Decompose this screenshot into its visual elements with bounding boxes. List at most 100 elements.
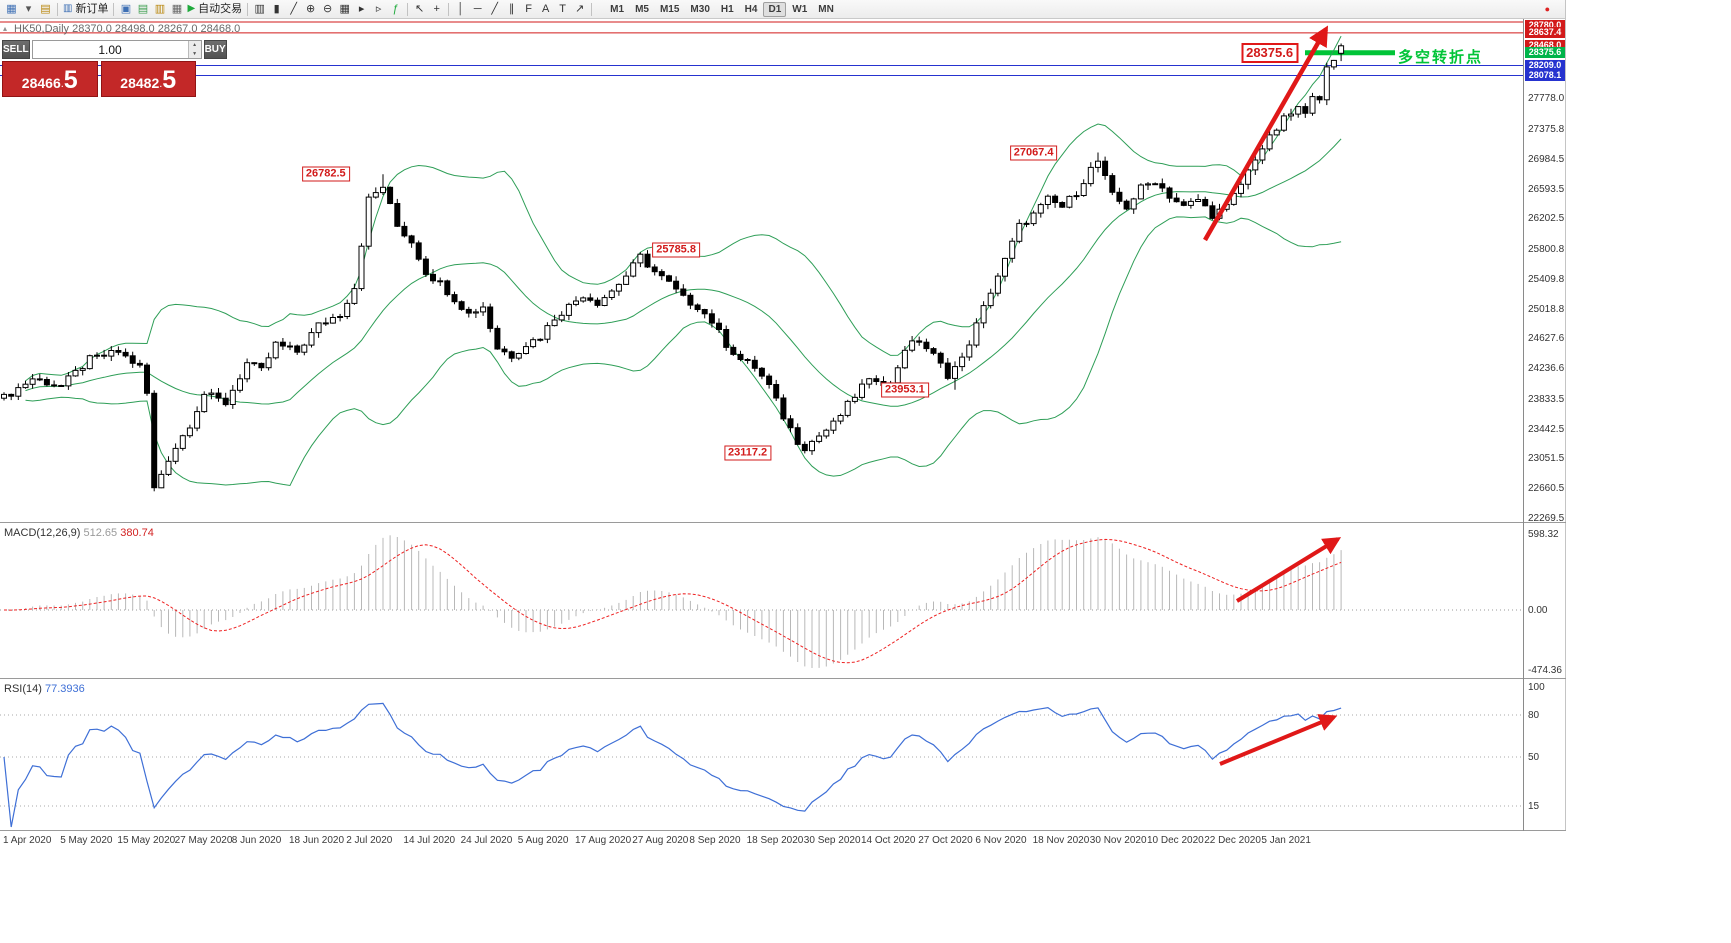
date-label: 5 Aug 2020: [517, 835, 569, 846]
market-watch-icon[interactable]: ▣: [120, 3, 132, 15]
main-chart-canvas[interactable]: [0, 19, 1566, 522]
volume-decrease-button[interactable]: ▼: [188, 49, 201, 58]
timeframe-m15[interactable]: M15: [659, 3, 680, 15]
autotrade-button-icon: ▶: [187, 3, 196, 14]
horizontal-line-icon[interactable]: ─: [473, 3, 482, 15]
volume-increase-button[interactable]: ▲: [188, 41, 201, 50]
rsi-value: 77.3936: [44, 683, 85, 695]
rsi-canvas[interactable]: [0, 679, 1566, 830]
candle-chart-type-icon[interactable]: ▮: [273, 3, 280, 15]
rsi-name: RSI(14): [4, 683, 42, 695]
notification-icon[interactable]: ●: [1544, 4, 1550, 14]
arrows-tool-icon[interactable]: ↗: [575, 3, 585, 15]
auto-scroll-icon[interactable]: ▸: [358, 3, 365, 15]
timeframe-group: M1 M5 M15 M30 H1 H4 D1 W1 MN: [605, 1, 839, 17]
volume-input[interactable]: [32, 41, 188, 58]
mt4-window: ▦ ▾ ▤ ▥ 新订单 ▣ ▤ ▥ ▦ ▶ 自动交易 ▥ ▮ ╱ ⊕ ⊖ ▦ ▸ ▹ ƒ ↖ + │ ─ ╱ ∥ F A T ↗ M1 M5 M…: [0, 0, 1566, 852]
date-label: 24 Jul 2020: [460, 835, 513, 846]
time-axis[interactable]: 1 Apr 2020 5 May 2020 15 May 2020 27 May 20…: [0, 831, 1566, 852]
terminal-icon[interactable]: ▦: [171, 3, 183, 15]
trendline-icon[interactable]: ╱: [491, 3, 498, 15]
date-label: 22 Dec 2020: [1204, 835, 1261, 846]
crosshair-icon[interactable]: +: [433, 3, 440, 15]
buy-button[interactable]: BUY: [203, 40, 227, 59]
new-order-button-label: 新订单: [75, 3, 109, 15]
date-label: 2 Jul 2020: [346, 835, 393, 846]
date-label: 27 Oct 2020: [918, 835, 973, 846]
date-label: 27 May 2020: [174, 835, 233, 846]
one-click-trading-panel: SELL ▲ ▼ BUY 28466.5 28482.5: [2, 40, 227, 97]
chart-shift-icon[interactable]: ▹: [375, 3, 382, 15]
sell-price-dot: .: [60, 78, 64, 90]
date-label: 6 Nov 2020: [975, 835, 1027, 846]
rsi-panel-separator: [0, 678, 1566, 679]
sell-price-big-digit: 5: [63, 66, 78, 94]
date-label: 17 Aug 2020: [575, 835, 632, 846]
timeframe-m5[interactable]: M5: [635, 3, 649, 15]
new-chart-icon[interactable]: ▦: [6, 3, 17, 15]
macd-signal-value: 380.74: [120, 527, 154, 539]
buy-price-main: 28482: [120, 75, 160, 91]
price-scale-border: [1523, 19, 1524, 831]
new-order-button[interactable]: ▥ 新订单: [61, 1, 110, 17]
bar-chart-type-icon[interactable]: ▥: [254, 3, 265, 15]
navigator-icon[interactable]: ▥: [154, 3, 166, 15]
chart-dropdown-icon[interactable]: ▾: [25, 3, 32, 15]
cursor-icon[interactable]: ↖: [415, 3, 425, 15]
turning-point-annotation[interactable]: 多空转折点: [1398, 49, 1484, 66]
line-chart-type-icon[interactable]: ╱: [290, 3, 297, 15]
chart-ohlc-title: HK50,Daily 28370.0 28498.0 28267.0 28468…: [14, 23, 241, 35]
new-order-button-icon: ▥: [63, 3, 73, 14]
text-icon[interactable]: A: [541, 3, 550, 15]
sell-price-main: 28466: [21, 75, 61, 91]
toolbar: ▦ ▾ ▤ ▥ 新订单 ▣ ▤ ▥ ▦ ▶ 自动交易 ▥ ▮ ╱ ⊕ ⊖ ▦ ▸ ▹ ƒ ↖ + │ ─ ╱ ∥ F A T ↗ M1 M5 M…: [0, 0, 1565, 19]
timeframe-m1[interactable]: M1: [610, 3, 625, 15]
text-label-icon[interactable]: T: [559, 3, 567, 15]
toolbar-right-group: ●: [1545, 4, 1550, 14]
date-label: 30 Nov 2020: [1089, 835, 1147, 846]
volume-control: ▲ ▼: [31, 40, 202, 59]
volume-spinner: ▲ ▼: [187, 41, 201, 58]
date-label: 1 Apr 2020: [3, 835, 52, 846]
timeframe-h1[interactable]: H1: [720, 3, 734, 15]
date-label: 18 Nov 2020: [1032, 835, 1090, 846]
toolbar-separator: [113, 2, 115, 16]
zoom-out-icon[interactable]: ⊖: [323, 3, 333, 15]
data-window-icon[interactable]: ▤: [137, 3, 149, 15]
date-label: 15 May 2020: [117, 835, 176, 846]
rsi-indicator-label: RSI(14) 77.3936: [4, 683, 85, 695]
sell-button[interactable]: SELL: [2, 40, 30, 59]
date-label: 5 May 2020: [60, 835, 113, 846]
toolbar-separator: [407, 2, 409, 16]
date-label: 10 Dec 2020: [1147, 835, 1204, 846]
timeframe-m30[interactable]: M30: [690, 3, 710, 15]
zoom-in-icon[interactable]: ⊕: [306, 3, 316, 15]
profiles-icon[interactable]: ▤: [40, 3, 51, 15]
toolbar-separator: [247, 2, 249, 16]
timeframe-h4[interactable]: H4: [744, 3, 758, 15]
date-label: 14 Oct 2020: [861, 835, 916, 846]
buy-price-button[interactable]: 28482. 5: [100, 61, 196, 97]
date-label: 27 Aug 2020: [632, 835, 689, 846]
one-click-collapse-icon[interactable]: ▴: [3, 24, 8, 33]
date-label: 14 Jul 2020: [403, 835, 456, 846]
date-label: 8 Sep 2020: [689, 835, 741, 846]
macd-name: MACD(12,26,9): [4, 527, 81, 539]
buy-price-big-digit: 5: [162, 66, 177, 94]
toolbar-separator: [57, 2, 58, 16]
macd-canvas[interactable]: [0, 523, 1566, 678]
date-label: 30 Sep 2020: [803, 835, 861, 846]
timeframe-w1[interactable]: W1: [792, 3, 808, 15]
vertical-line-icon[interactable]: │: [457, 3, 465, 15]
autotrade-button[interactable]: ▶ 自动交易: [185, 1, 244, 17]
sell-price-button[interactable]: 28466. 5: [2, 61, 98, 97]
fibonacci-icon[interactable]: F: [525, 3, 533, 15]
tile-windows-icon[interactable]: ▦: [339, 3, 350, 15]
indicators-icon[interactable]: ƒ: [392, 3, 399, 15]
date-label: 5 Jan 2021: [1261, 835, 1311, 846]
timeframe-d1[interactable]: D1: [763, 1, 787, 17]
channel-icon[interactable]: ∥: [508, 3, 515, 15]
timeframe-mn[interactable]: MN: [818, 3, 834, 15]
toolbar-separator: [448, 2, 450, 16]
